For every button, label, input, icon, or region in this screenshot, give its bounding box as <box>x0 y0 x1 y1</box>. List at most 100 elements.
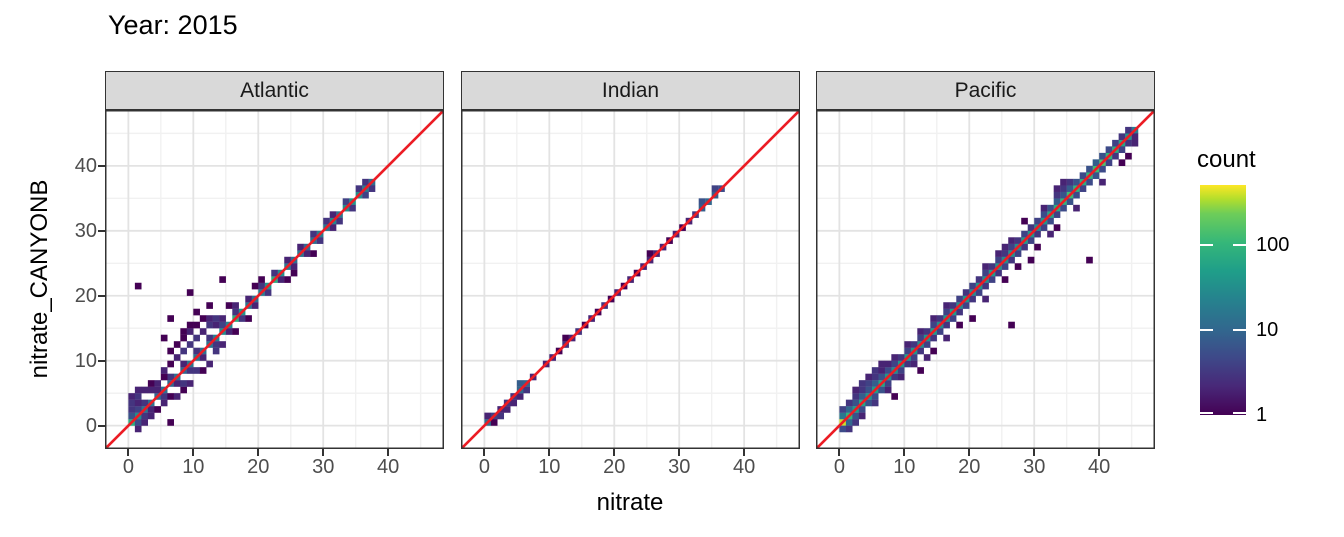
bin-tile <box>956 295 963 303</box>
legend-title: count <box>1197 146 1256 173</box>
bin-tile <box>128 406 136 413</box>
bin-tile <box>1125 152 1132 160</box>
bin-tile <box>219 315 226 322</box>
bin-tile <box>349 204 356 212</box>
bin-tile <box>134 425 142 433</box>
x-axis-tick <box>743 449 746 456</box>
bin-tile <box>646 250 654 257</box>
bin-tile <box>1105 159 1113 167</box>
bin-tile <box>852 393 860 400</box>
bin-tile <box>845 425 853 433</box>
bin-tile <box>284 256 291 264</box>
bin-tile <box>1066 185 1074 192</box>
bin-tile <box>1073 204 1080 212</box>
bin-tile <box>1040 224 1048 231</box>
bin-tile <box>167 419 174 426</box>
legend-tick <box>1200 412 1213 414</box>
bin-tile <box>1027 237 1035 244</box>
bin-tile <box>186 328 194 335</box>
bin-tile <box>878 373 885 381</box>
bin-tile <box>516 393 524 400</box>
bin-tile <box>147 412 155 420</box>
x-axis-tick <box>903 449 906 456</box>
bin-tile <box>290 263 298 270</box>
y-axis-tick <box>98 424 105 427</box>
bin-tile <box>962 289 970 296</box>
bin-tile <box>1086 165 1093 173</box>
bin-tile <box>975 276 983 283</box>
bin-tile <box>503 406 511 413</box>
x-axis-tick <box>127 449 130 456</box>
bin-tile <box>1040 204 1048 212</box>
bin-tile <box>871 380 879 387</box>
y-tick-label: 0 <box>85 414 97 437</box>
bin-tile <box>923 328 931 335</box>
bin-tile <box>160 334 168 342</box>
bin-tile <box>956 321 963 329</box>
legend-tick <box>1233 244 1246 247</box>
x-axis-tick <box>192 449 195 456</box>
bin-tile <box>956 308 963 316</box>
bin-tile <box>1040 211 1048 218</box>
bin-tile <box>1112 139 1119 147</box>
bin-tile <box>1021 217 1028 225</box>
bin-tile <box>186 380 194 387</box>
bin-tile <box>180 347 187 355</box>
x-axis-tick <box>322 449 325 456</box>
bin-tile <box>134 406 142 413</box>
bin-tile <box>1125 139 1132 147</box>
bin-tile <box>878 386 885 394</box>
legend-tick <box>1200 244 1213 247</box>
bin-tile <box>982 263 989 270</box>
bin-tile <box>1053 198 1061 205</box>
bin-tile <box>943 302 950 309</box>
bin-tile <box>180 386 187 394</box>
panel-plot-area <box>460 109 801 450</box>
bin-tile <box>1092 172 1100 179</box>
bin-tile <box>1073 191 1080 199</box>
bin-tile <box>871 399 879 407</box>
facet-strip-indian: Indian <box>461 71 800 110</box>
bin-tile <box>962 302 970 309</box>
bin-tile <box>891 360 898 368</box>
bin-tile <box>1079 172 1087 179</box>
bin-tile <box>969 282 976 290</box>
bin-tile <box>1131 139 1139 147</box>
x-axis-tick <box>838 449 841 456</box>
identity-line <box>460 109 801 450</box>
bin-tile <box>891 393 898 400</box>
bin-tile <box>225 302 233 309</box>
bin-tile <box>1105 146 1113 154</box>
bin-tile <box>917 328 924 335</box>
bin-tile <box>1053 191 1061 199</box>
bin-tile <box>329 211 337 218</box>
bin-tile <box>1073 178 1080 186</box>
bin-tile <box>167 373 174 381</box>
bin-tile <box>904 347 911 355</box>
bin-tile <box>336 217 343 225</box>
x-axis-tick <box>613 449 616 456</box>
bin-tile <box>1060 204 1067 212</box>
bin-tile <box>845 419 853 426</box>
identity-line <box>104 109 445 450</box>
bin-tile <box>936 328 944 335</box>
legend-tick-label: 100 <box>1256 234 1290 257</box>
y-tick-label: 30 <box>74 219 97 242</box>
x-tick-label: 40 <box>1088 456 1111 478</box>
bin-tile <box>160 373 168 381</box>
bin-tile <box>186 341 194 348</box>
panel-atlantic <box>104 109 445 450</box>
bin-tile <box>858 386 866 394</box>
identity-line <box>815 109 1156 450</box>
bin-tile <box>154 380 162 387</box>
bin-tile <box>923 341 931 348</box>
bin-tile <box>316 237 324 244</box>
bin-tile <box>1034 217 1041 225</box>
bin-tile <box>167 360 174 368</box>
bin-tile <box>858 412 866 420</box>
bin-tile <box>510 399 518 407</box>
bin-tile <box>173 354 181 361</box>
bin-tile <box>167 315 174 322</box>
bin-tile <box>871 367 879 374</box>
bin-tile <box>1060 191 1067 199</box>
